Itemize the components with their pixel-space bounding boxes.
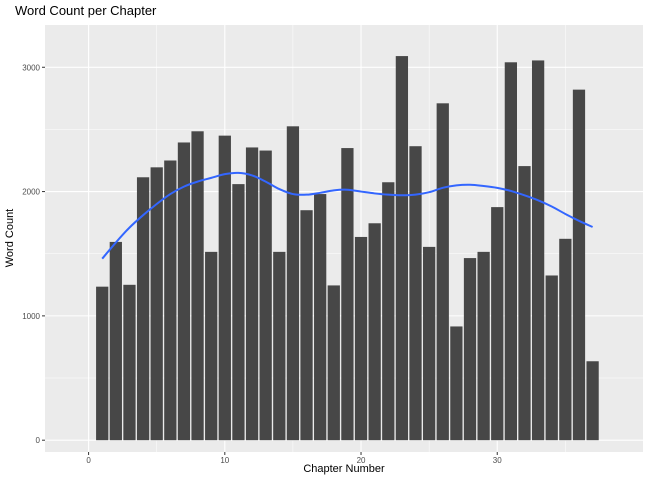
bar-chapter-5 [150,167,163,441]
x-tick-label: 20 [357,456,366,465]
bar-chapter-4 [136,177,150,441]
bar-chapter-13 [259,150,272,441]
bar-chapter-34 [545,275,558,441]
bar-chapter-26 [436,103,449,441]
bar-chapter-21 [368,223,381,441]
bar-chapter-8 [191,131,204,441]
bar-chapter-35 [559,238,572,441]
bar-chapter-33 [531,60,545,441]
bar-chapter-7 [177,142,191,441]
bar-chapter-6 [164,160,177,441]
bar-chapter-10 [218,135,231,441]
bar-chapter-9 [205,251,218,441]
x-tick-label: 10 [220,456,229,465]
x-tick-label: 30 [493,456,502,465]
chart-title: Word Count per Chapter [15,3,157,18]
bar-chapter-37 [586,361,599,441]
smooth-trend-line [101,171,594,260]
y-tick-label: 0 [36,436,41,445]
bar-chapter-2 [109,241,122,441]
bar-chapter-12 [245,147,259,441]
bar-chapter-27 [450,326,463,441]
bar-chapter-14 [273,251,286,441]
bar-chapter-3 [123,284,136,441]
bar-chapter-11 [232,184,245,441]
bar-chapter-22 [382,182,395,441]
bar-chapter-36 [572,89,586,441]
axis-ticks [42,66,498,455]
x-tick-label: 0 [86,456,91,465]
bar-chapter-1 [96,286,109,441]
bar-chapter-32 [518,166,531,441]
x-axis-title: Chapter Number [303,463,385,475]
y-tick-label: 3000 [22,63,40,72]
bar-chapter-28 [463,258,477,441]
y-tick-label: 2000 [22,188,40,197]
x-tick-labels: 0 10 20 30 [86,456,502,465]
bar-chapter-30 [491,207,504,441]
bar-chapter-24 [409,146,422,441]
bar-chapter-25 [423,246,436,441]
bar-chapter-15 [286,126,300,441]
y-axis-title: Word Count [4,209,16,268]
bar-chapter-18 [327,285,340,441]
y-tick-labels: 0 1000 2000 3000 [22,63,40,445]
y-tick-label: 1000 [22,312,40,321]
bar-series [96,56,599,441]
bar-chapter-16 [300,210,313,441]
bar-chapter-23 [395,56,409,441]
bar-chapter-31 [504,62,517,441]
bar-chapter-20 [354,236,368,441]
bar-chapter-29 [477,251,490,441]
bar-chapter-19 [341,148,354,441]
bar-chapter-17 [314,194,327,441]
